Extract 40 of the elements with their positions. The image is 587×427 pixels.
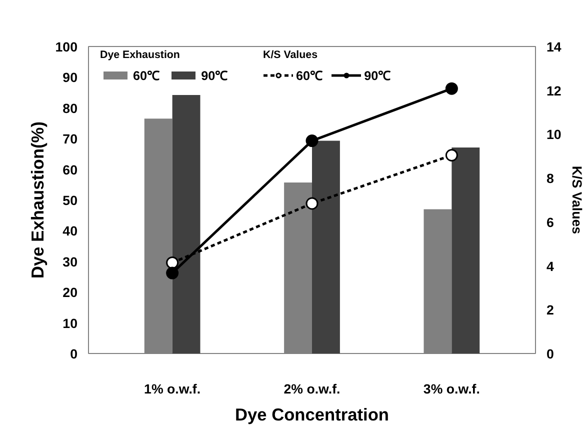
x-tick-label: 3% o.w.f. bbox=[423, 382, 480, 396]
y-tick-label: 60 bbox=[62, 162, 78, 178]
y-tick-label: 100 bbox=[55, 40, 78, 54]
y-tick-label: 80 bbox=[62, 100, 78, 116]
y2-tick-label: 10 bbox=[546, 127, 562, 142]
y2-tick-label: 12 bbox=[546, 83, 562, 98]
y2-tick-label: 6 bbox=[546, 214, 554, 230]
x-tick-label: 2% o.w.f. bbox=[284, 382, 340, 396]
legend-label: 60℃ bbox=[133, 68, 160, 84]
text: Dye Exhaustion bbox=[100, 49, 180, 61]
point bbox=[445, 149, 458, 162]
legend-label: 90℃ bbox=[364, 68, 392, 84]
bar bbox=[452, 148, 480, 354]
point bbox=[445, 82, 458, 95]
legend-label: 90℃ bbox=[201, 68, 228, 84]
bar bbox=[172, 95, 200, 354]
y-tick-label: 40 bbox=[62, 224, 78, 239]
y-tick-label: 10 bbox=[62, 316, 78, 331]
x-tick-label: 1% o.w.f. bbox=[144, 382, 201, 396]
y-tick-label: 70 bbox=[62, 132, 78, 147]
text: K/S Values bbox=[263, 49, 318, 61]
point bbox=[166, 256, 179, 269]
x-axis-title: Dye Concentration bbox=[234, 404, 390, 424]
legend-label: 60℃ bbox=[296, 68, 324, 84]
y2-tick-label: 0 bbox=[546, 346, 554, 362]
y-tick-label: 50 bbox=[62, 193, 78, 208]
point bbox=[166, 266, 179, 280]
y2-tick-label: 2 bbox=[546, 302, 554, 318]
y-tick-label: 30 bbox=[62, 254, 78, 270]
y2-axis-title: K/S Values bbox=[569, 166, 584, 234]
y2-tick-label: 4 bbox=[546, 258, 554, 274]
y-axis-title: Dye Exhaustion(%) bbox=[27, 122, 48, 278]
y2-tick-label: 14 bbox=[546, 40, 562, 54]
y-tick-label: 90 bbox=[62, 70, 78, 86]
bar bbox=[312, 140, 340, 354]
y-tick-label: 0 bbox=[70, 346, 78, 362]
y-tick-label: 20 bbox=[62, 285, 78, 300]
point bbox=[306, 134, 318, 148]
y2-tick-label: 8 bbox=[546, 171, 554, 186]
point bbox=[306, 197, 318, 210]
